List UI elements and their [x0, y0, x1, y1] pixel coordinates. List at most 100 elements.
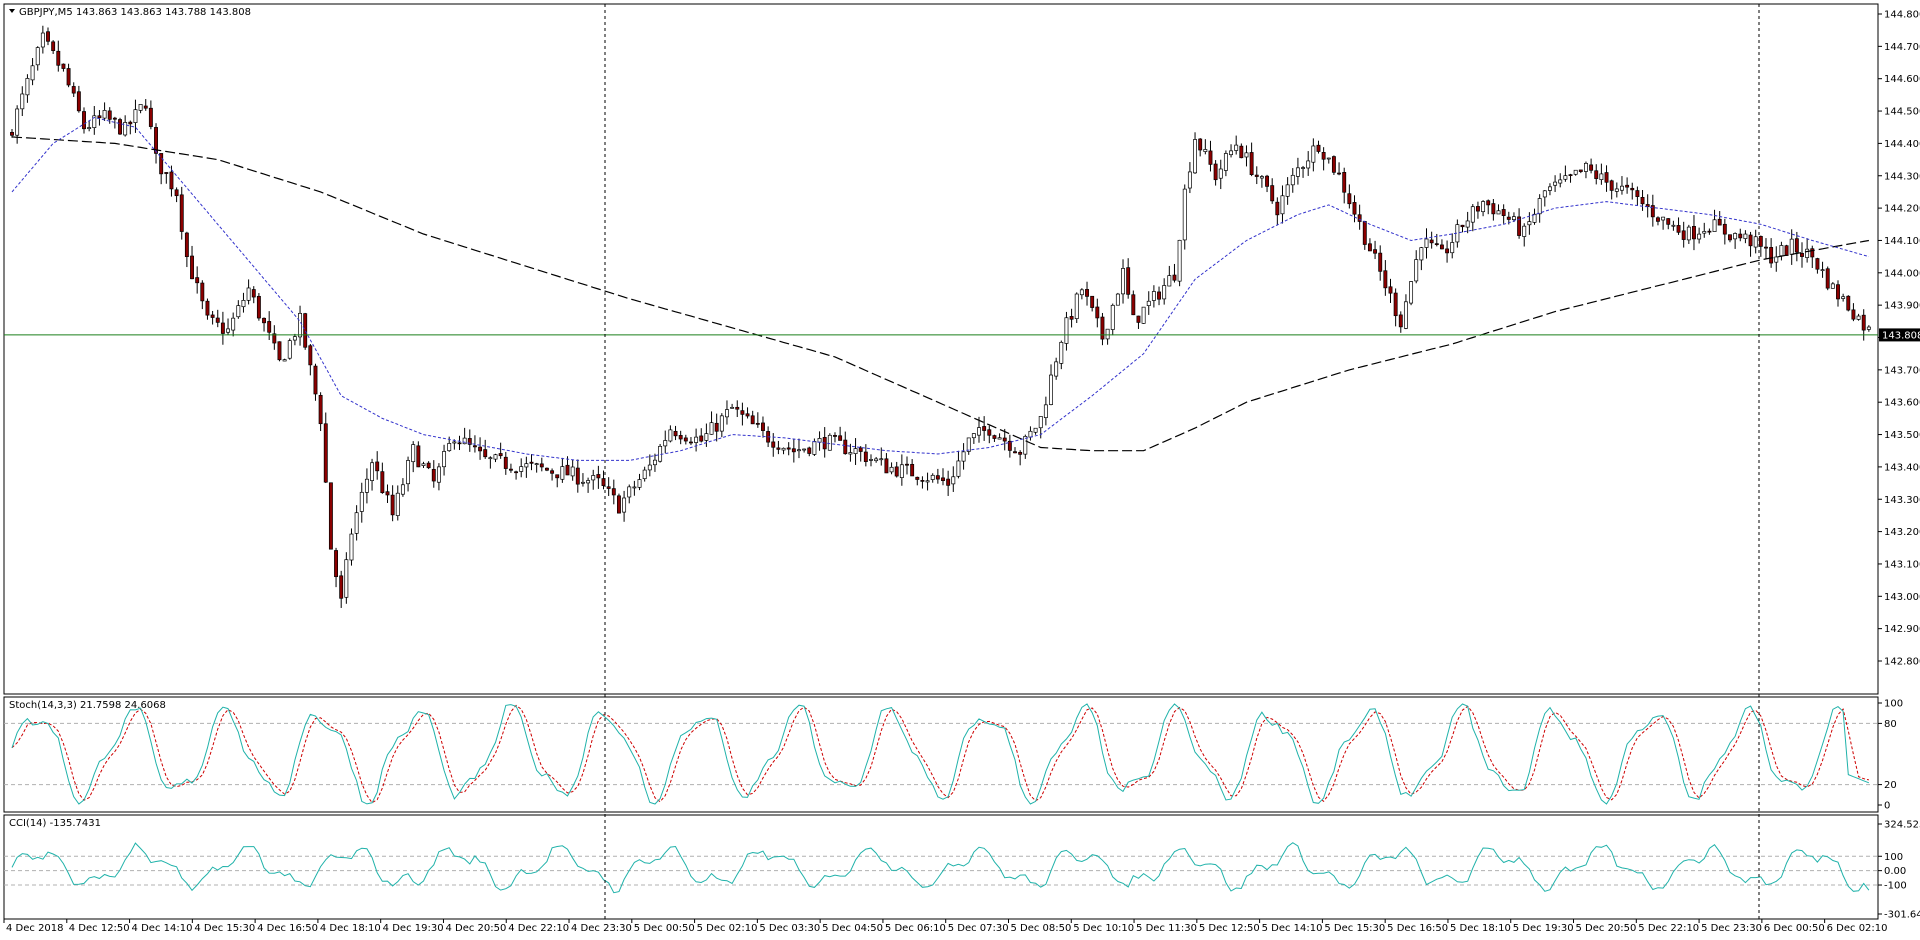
candle-body [1707, 230, 1712, 233]
candle-body [426, 462, 431, 469]
time-tick-label: 5 Dec 08:50 [1010, 923, 1071, 934]
candle-body [1501, 209, 1506, 216]
candle-body [1275, 201, 1280, 216]
candle-body [1239, 145, 1244, 159]
stochastic-main-line [11, 703, 1870, 805]
candle-body [1784, 245, 1789, 256]
candle-body [771, 441, 776, 448]
candle-body [1306, 160, 1311, 169]
candle-body [1100, 316, 1105, 340]
candle-body [1856, 315, 1861, 320]
candle-body [195, 277, 200, 284]
price-tick-label: 143.700 [1884, 365, 1920, 376]
candle-body [339, 575, 344, 599]
candle-body [184, 232, 189, 258]
candle-body [1738, 233, 1743, 239]
price-tick-label: 143.300 [1884, 495, 1920, 506]
candle-body [1218, 168, 1223, 179]
candle-body [478, 446, 483, 452]
candle-body [858, 447, 863, 452]
candle-body [704, 433, 709, 441]
candle-body [205, 300, 210, 316]
candle-body [1301, 167, 1306, 169]
candle-body [1702, 231, 1707, 234]
candle-body [879, 458, 884, 461]
candle-body [1383, 270, 1388, 289]
cci-line [11, 842, 1870, 894]
candle-body [843, 439, 848, 455]
cci-panel[interactable]: 324.5236 100 0.00 -100 -301.6491 CCI(14) -13… [3, 814, 1920, 921]
candle-body [323, 423, 328, 483]
candle-body [1398, 314, 1403, 328]
candle-body [1172, 274, 1177, 281]
candle-body [1609, 180, 1614, 191]
candle-body [287, 340, 292, 359]
candle-body [1115, 293, 1120, 306]
candle-body [539, 463, 544, 468]
candle-body [298, 312, 302, 338]
candles-group [10, 25, 1871, 608]
candle-body [380, 471, 385, 494]
candle-body [431, 468, 436, 482]
price-panel-frame [3, 3, 1879, 695]
stochastic-axis-ticks: 100 80 20 0 [4, 699, 1903, 812]
candle-body [76, 91, 81, 112]
stochastic-panel[interactable]: 100 80 20 0 Stoch(14,3,3) 21.7598 24.6068 [3, 696, 1903, 813]
candle-body [580, 481, 585, 484]
candle-body [1486, 200, 1491, 206]
candle-body [1028, 430, 1033, 438]
candle-body [791, 448, 796, 453]
time-tick-label: 5 Dec 18:10 [1450, 923, 1511, 934]
candle-body [966, 437, 971, 452]
candle-body [416, 445, 421, 468]
candle-body [596, 474, 601, 479]
time-tick-label: 4 Dec 18:10 [320, 923, 381, 934]
candle-body [1681, 230, 1686, 240]
candle-body [709, 422, 714, 435]
candle-body [1568, 174, 1573, 176]
time-axis: 4 Dec 2018 4 Dec 12:50 4 Dec 14:10 4 Dec 15… [3, 919, 1888, 934]
candle-body [1748, 234, 1753, 247]
candle-body [97, 115, 102, 119]
candle-body [1131, 294, 1136, 316]
candle-body [740, 410, 745, 415]
candle-body [262, 317, 266, 324]
candle-body [462, 437, 467, 445]
candle-body [565, 464, 570, 476]
candle-body [236, 305, 241, 318]
candle-body [1095, 306, 1100, 319]
candle-body [838, 435, 843, 441]
candle-body [1254, 174, 1259, 177]
candle-body [400, 484, 405, 495]
candle-body [61, 63, 66, 69]
candle-body [154, 127, 158, 154]
candle-body [1743, 233, 1748, 239]
candle-body [231, 317, 236, 331]
candle-body [817, 438, 822, 443]
candle-body [514, 471, 519, 474]
candle-body [1465, 220, 1470, 228]
candle-body [560, 466, 565, 480]
stochastic-tick-label: 0 [1884, 801, 1890, 812]
candle-body [987, 429, 992, 436]
candle-body [1187, 171, 1192, 189]
candle-body [71, 86, 76, 94]
candle-body [1774, 256, 1779, 263]
candle-body [884, 458, 889, 474]
stochastic-tick-label: 20 [1884, 780, 1897, 791]
slow-moving-average-line [11, 136, 1870, 452]
candle-body [1692, 225, 1696, 240]
candle-body [1820, 269, 1825, 272]
price-panel[interactable]: 144.800 144.700 144.600 144.500 144.400 144.3… [3, 3, 1920, 695]
candle-body [1779, 245, 1784, 257]
candle-body [658, 445, 663, 462]
candle-body [138, 104, 143, 111]
candle-body [1671, 224, 1676, 227]
candle-body [442, 451, 447, 468]
time-tick-label: 4 Dec 15:30 [194, 923, 255, 934]
collapse-triangle-icon[interactable] [9, 9, 15, 13]
candle-body [472, 445, 477, 448]
candle-body [905, 463, 909, 466]
candle-body [1635, 190, 1640, 197]
